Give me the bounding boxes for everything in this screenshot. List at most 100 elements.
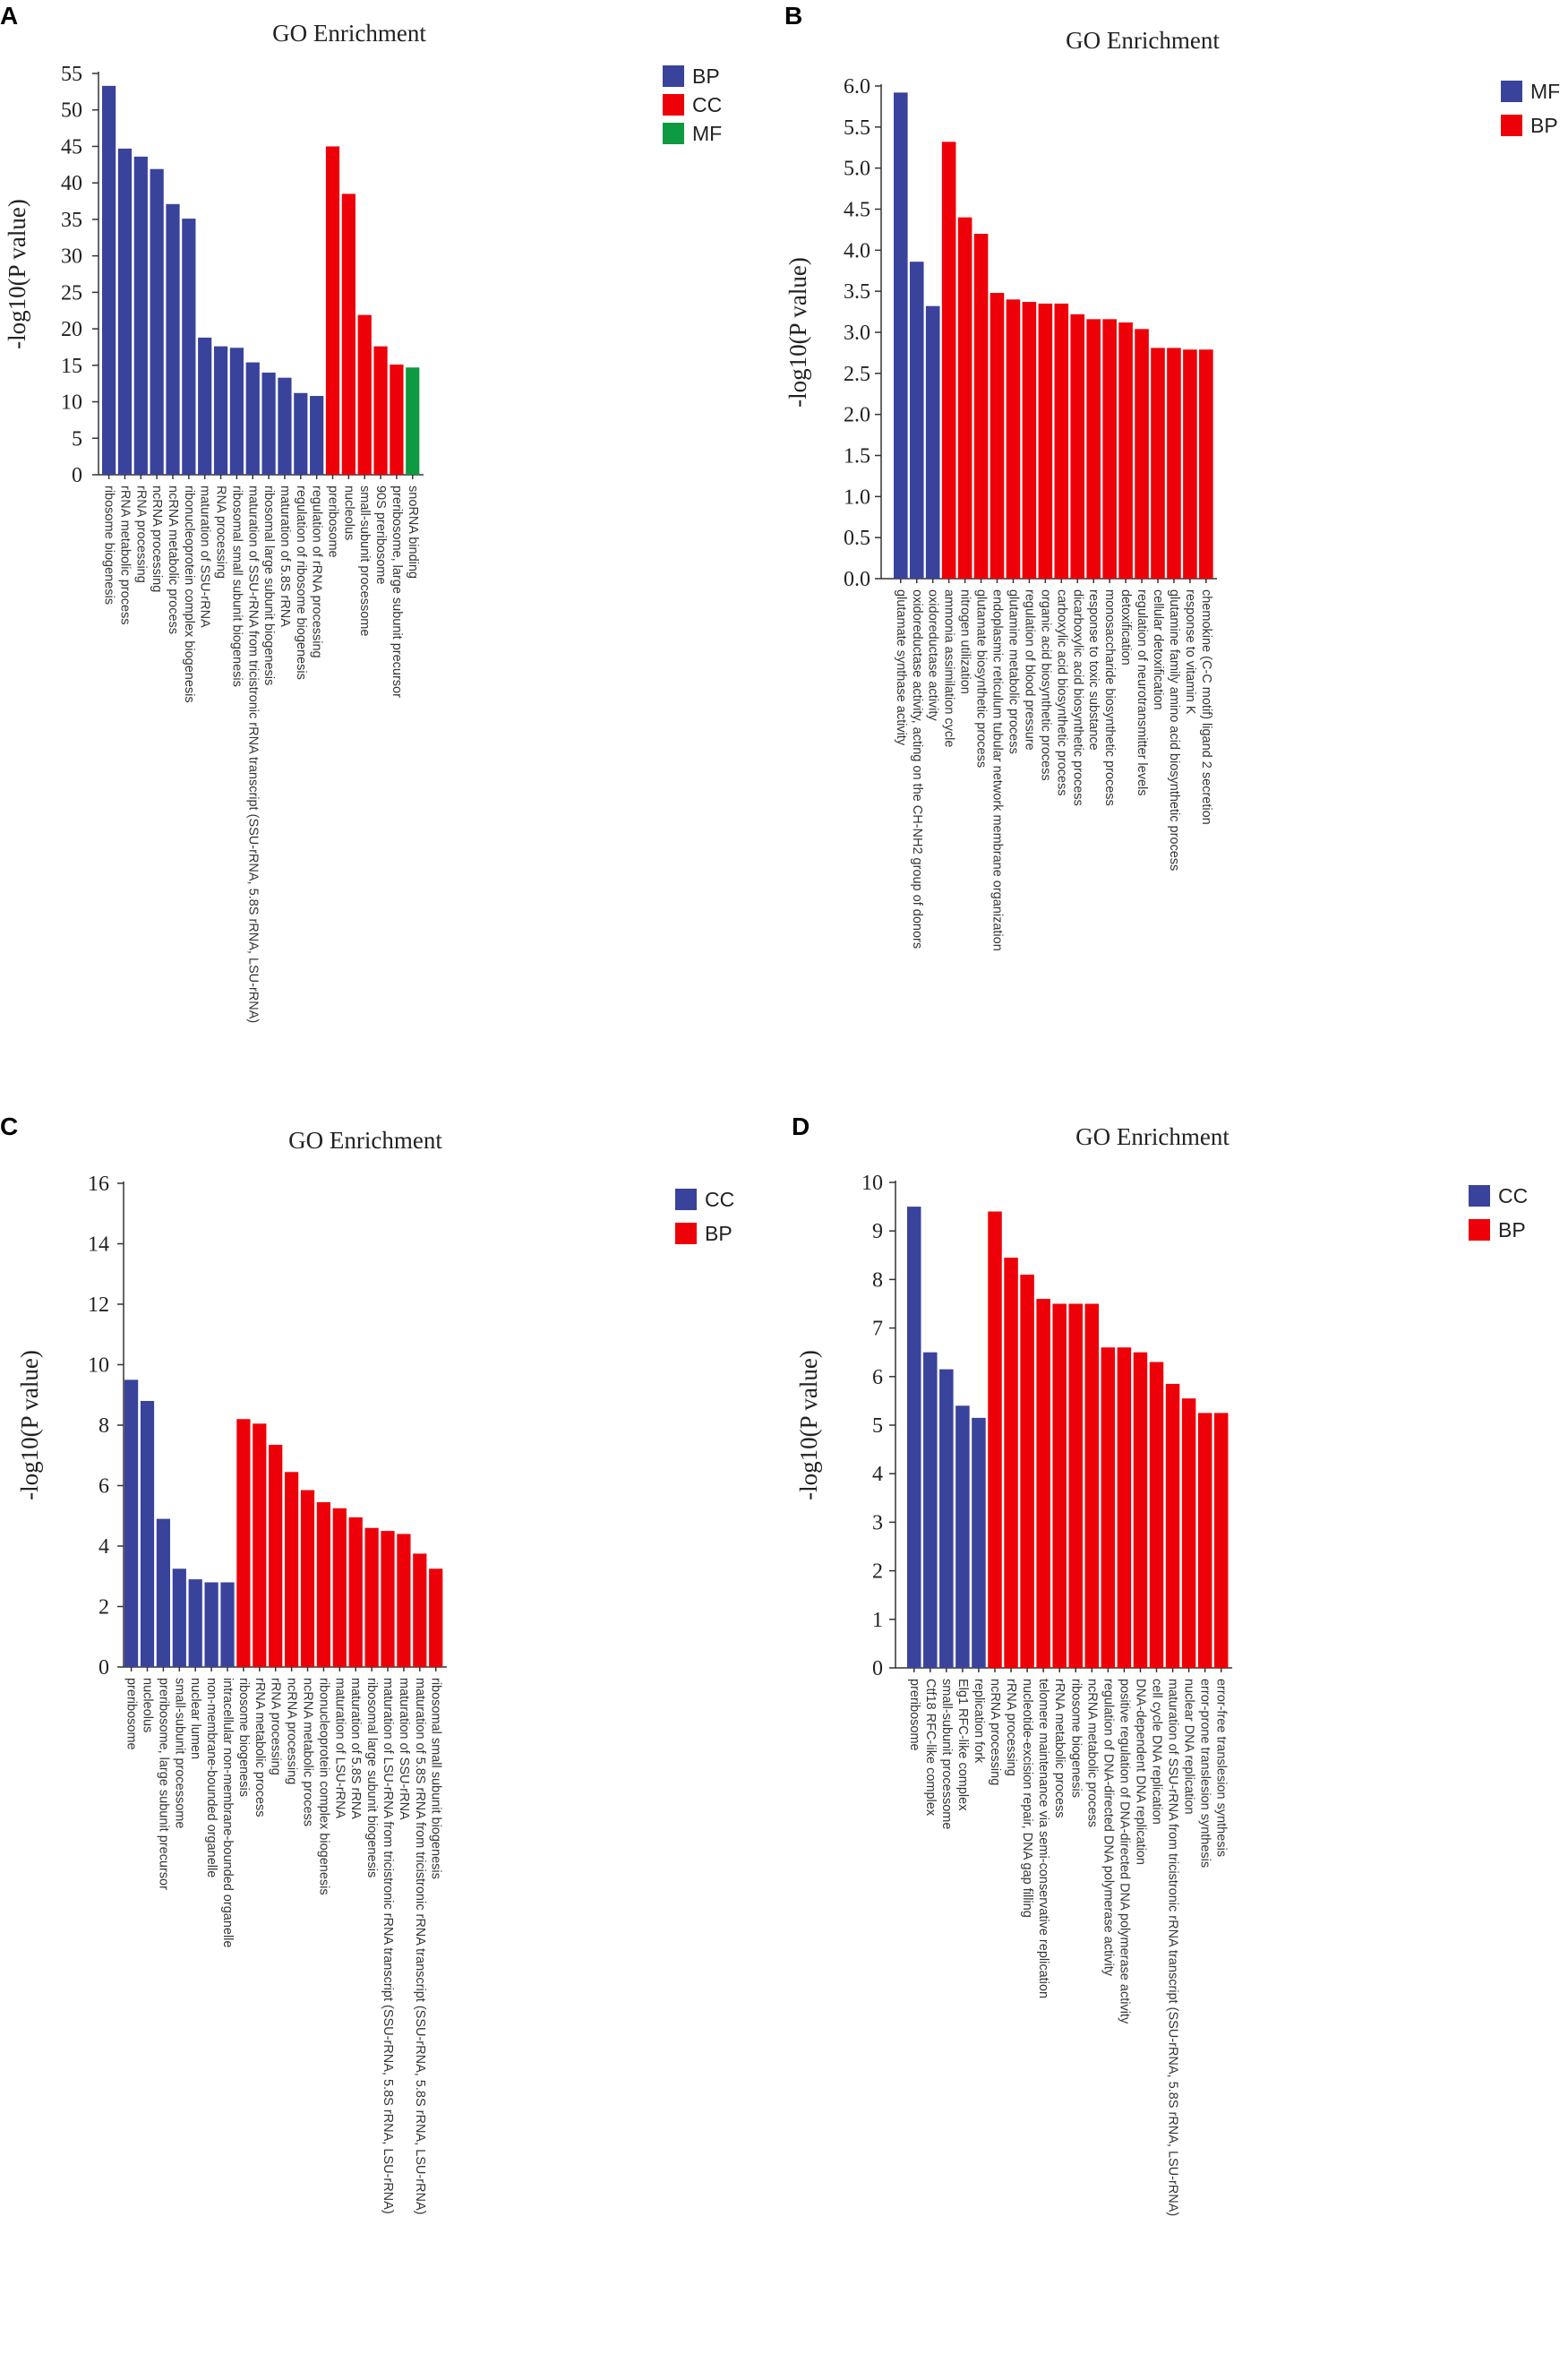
bar [310, 396, 324, 475]
legend-swatch [663, 94, 684, 116]
bar [1117, 1347, 1132, 1668]
x-tick-label: dicarboxylic acid biosynthetic process [1070, 589, 1084, 806]
x-tick-label: glutamate biosynthetic process [974, 589, 989, 768]
bar [907, 1207, 921, 1668]
x-tick-label: detoxification [1118, 589, 1133, 666]
bar [220, 1582, 235, 1667]
x-tick-label: ncRNA processing [285, 1678, 299, 1784]
y-tick-label: 2 [872, 1560, 883, 1584]
x-tick-label: chemokine (C-C motif) ligand 2 secretion [1199, 589, 1213, 825]
y-tick-label: 1 [872, 1609, 883, 1632]
y-tick-label: 6 [872, 1366, 883, 1389]
x-tick-label: endoplasmic reticulum tubular network me… [990, 589, 1005, 951]
x-tick-label: ribosomal large subunit biogenesis [261, 485, 276, 685]
x-tick-label: intracellular non-membrane-bounded organ… [220, 1678, 235, 1947]
legend-swatch [1501, 81, 1522, 102]
bar [1038, 303, 1053, 579]
x-tick-label: preribosome [326, 485, 340, 558]
x-tick-label: ammonia assimilation cycle [942, 589, 956, 747]
bar [1036, 1299, 1050, 1668]
bar [1070, 314, 1085, 579]
x-tick-label: nucleolus [341, 485, 356, 540]
y-tick-label: 3.0 [844, 322, 870, 345]
bar [364, 1527, 379, 1667]
bar [1167, 348, 1181, 579]
x-tick-label: nitrogen utilization [958, 589, 973, 694]
y-tick-label: 1.5 [844, 445, 870, 468]
bar [204, 1582, 218, 1667]
y-tick-label: 2.5 [844, 363, 870, 386]
x-tick-label: rRNA metabolic process [1052, 1679, 1067, 1818]
x-tick-label: carboxylic acid biosynthetic process [1054, 589, 1068, 796]
legend-swatch [1469, 1185, 1490, 1207]
bar [156, 1518, 170, 1667]
bar [1149, 1362, 1164, 1668]
x-tick-label: regulation of ribosome biogenesis [294, 485, 308, 680]
legend-swatch [663, 65, 684, 87]
bar [1068, 1303, 1083, 1668]
chart-b-svg: GO Enrichment -log10(P value) 0.0 0.5 1.0 1.5… [784, 27, 1560, 951]
bar [1181, 1398, 1196, 1668]
x-tick-label: nucleotide-excision repair, DNA gap fill… [1020, 1679, 1034, 1918]
y-tick-label: 3 [872, 1511, 883, 1534]
bar [285, 1472, 299, 1667]
y-tick-label: 10 [88, 1354, 109, 1378]
x-tick-label: nucleolus [141, 1678, 155, 1732]
bar [172, 1568, 186, 1667]
y-tick-label: 20 [61, 318, 82, 341]
y-axis-label: -log10(P value) [4, 199, 30, 349]
chart-panel-c: C GO Enrichment -log10(P value) 0 2 4 6 8 10 12 1… [0, 1102, 784, 2380]
bar [413, 1553, 427, 1667]
bar [269, 1444, 283, 1667]
bar [166, 203, 180, 475]
x-tick-label: rRNA processing [133, 485, 148, 583]
x-tick-label: nuclear DNA replication [1182, 1679, 1196, 1815]
bar [294, 392, 308, 475]
y-tick-label: 3.5 [844, 280, 870, 304]
bar [150, 168, 164, 476]
bar [1118, 322, 1133, 579]
panel-label-a: A [0, 2, 19, 30]
x-tick-label: replication fork [972, 1679, 986, 1764]
x-tick-label: ribosome biogenesis [236, 1678, 251, 1797]
x-tick-label: small-subunit processome [357, 485, 372, 636]
bar [1054, 303, 1069, 579]
y-tick-label: 0 [72, 464, 82, 487]
bar [957, 217, 973, 579]
y-tick-label: 30 [61, 245, 82, 269]
legend-label: CC [1498, 1184, 1528, 1207]
bar [390, 365, 404, 475]
legend-label: BP [692, 64, 720, 88]
bar [1102, 319, 1117, 579]
bar [1183, 349, 1197, 579]
y-tick-label: 8 [872, 1268, 883, 1292]
legend-label: MF [1530, 80, 1560, 103]
x-tick-label: glutamine family amino acid biosynthetic… [1167, 589, 1181, 871]
bar [316, 1502, 330, 1667]
bar [236, 1419, 251, 1667]
bar [1165, 1383, 1180, 1668]
y-tick-label: 10 [61, 391, 82, 415]
x-tick-label: ribosomal small subunit biogenesis [429, 1678, 443, 1879]
x-tick-label: rRNA processing [269, 1678, 283, 1775]
bar [229, 348, 244, 475]
x-tick-label: ribonucleoprotein complex biogenesis [316, 1678, 330, 1895]
x-tick-label: error-free translesion synthesis [1214, 1679, 1229, 1857]
legend-label: CC [692, 93, 722, 116]
bar [245, 362, 260, 475]
x-tick-label: ribosomal small subunit biogenesis [229, 485, 244, 687]
bar [1022, 302, 1037, 579]
chart-c-svg: GO Enrichment -log10(P value) 0 2 4 6 8 10 12 14 1… [16, 1127, 734, 2214]
bar [357, 314, 372, 475]
chart-d-svg: GO Enrichment -log10(P value) 0 1 2 3 4 5 6 7 8 9 10… [795, 1123, 1528, 2216]
bar [213, 346, 228, 475]
y-tick-label: 4 [99, 1535, 109, 1559]
x-tick-label: maturation of 5.8S rRNA [348, 1678, 363, 1819]
y-axis-label: -log10(P value) [795, 1350, 822, 1500]
y-tick-label: 0.5 [844, 527, 870, 550]
bar [341, 193, 356, 475]
legend-swatch [663, 123, 684, 144]
y-tick-label: 0 [99, 1656, 109, 1680]
legend-label: BP [1530, 114, 1558, 137]
bar [117, 148, 133, 475]
